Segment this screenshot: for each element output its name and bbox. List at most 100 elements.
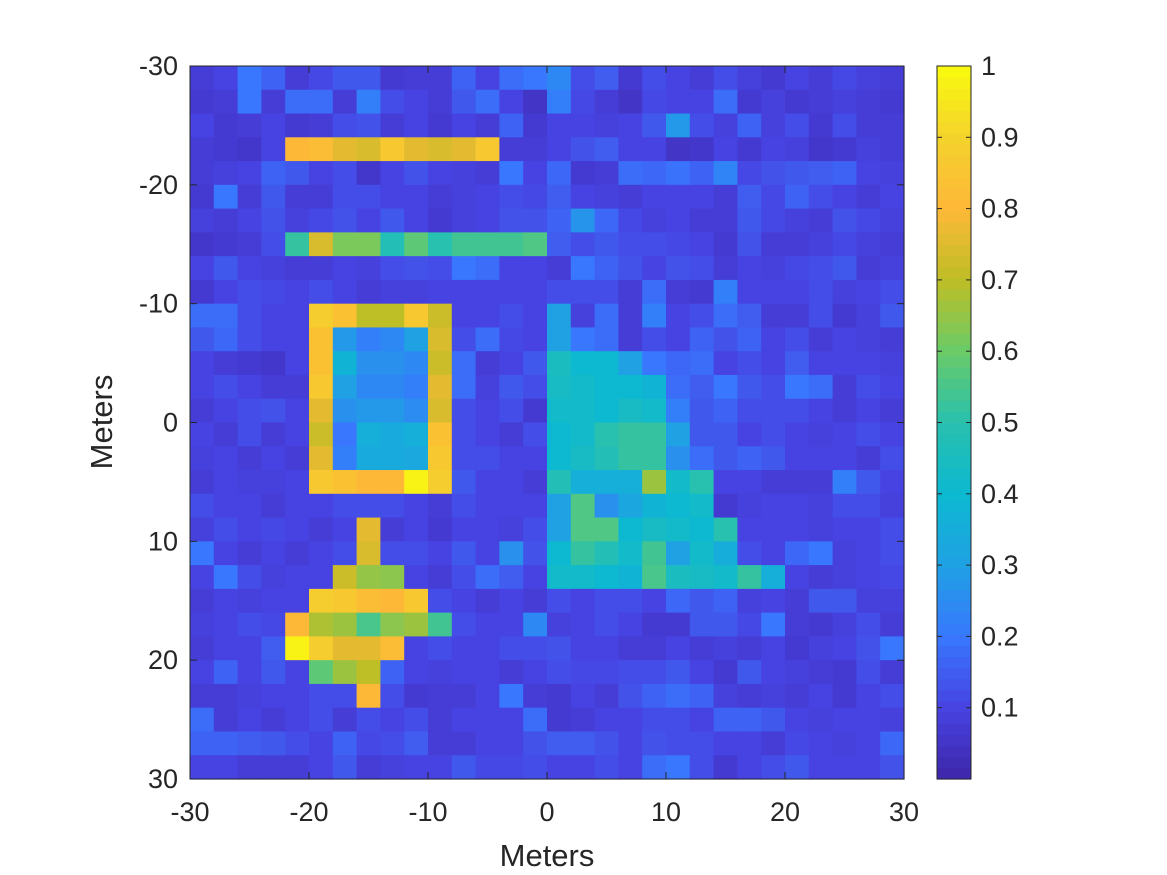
heatmap-cell-r2-c10 (428, 113, 453, 138)
heatmap-cell-r7-c17 (594, 232, 619, 257)
heatmap-cell-r9-c16 (570, 279, 596, 305)
colorbar-strip (937, 233, 971, 245)
heatmap-cell-r24-c0 (190, 636, 215, 661)
heatmap-cell-r18-c0 (190, 493, 215, 519)
colorbar-strip (937, 589, 971, 602)
heatmap-cell-r9-c2 (237, 279, 262, 305)
heatmap-cell-r19-c16 (570, 517, 596, 542)
heatmap-cell-r27-c9 (404, 707, 429, 733)
heatmap-cell-r29-c27 (832, 755, 857, 780)
heatmap-cell-r5-c11 (451, 184, 477, 210)
heatmap-cell-r14-c13 (499, 398, 524, 424)
heatmap-cell-r8-c0 (190, 256, 215, 281)
heatmap-cell-r21-c11 (451, 565, 477, 590)
heatmap-cell-r11-c22 (713, 327, 738, 352)
heatmap-cell-r24-c2 (237, 636, 262, 661)
heatmap-cell-r25-c14 (523, 660, 548, 685)
heatmap-cell-r4-c0 (190, 161, 215, 186)
heatmap-cell-r16-c19 (642, 446, 667, 471)
heatmap-cell-r27-c0 (190, 707, 215, 733)
heatmap-cell-r1-c17 (594, 89, 619, 115)
heatmap-cell-r11-c14 (523, 327, 548, 352)
heatmap-cell-r26-c12 (475, 683, 500, 709)
heatmap-cell-r22-c19 (642, 588, 667, 614)
heatmap-cell-r11-c10 (428, 327, 453, 352)
colorbar-strip (937, 210, 971, 223)
heatmap-cell-r14-c8 (380, 398, 405, 424)
heatmap-cell-r24-c22 (713, 636, 738, 661)
heatmap-cell-r5-c2 (237, 184, 262, 210)
heatmap-cell-r26-c27 (832, 683, 857, 709)
heatmap-cell-r28-c8 (380, 731, 405, 756)
heatmap-cell-r2-c9 (404, 113, 429, 138)
heatmap-cell-r24-c23 (737, 636, 762, 661)
heatmap-cell-r21-c24 (761, 565, 786, 590)
heatmap-cell-r10-c19 (642, 303, 667, 329)
heatmap-cell-r8-c23 (737, 256, 762, 281)
y-tick-label: 20 (148, 645, 178, 675)
heatmap-cell-r9-c12 (475, 279, 500, 305)
heatmap-cell-r26-c19 (642, 683, 667, 709)
heatmap-cell-r27-c25 (785, 707, 810, 733)
heatmap-cell-r12-c8 (380, 351, 405, 376)
heatmap-cell-r19-c6 (332, 517, 358, 542)
heatmap-cell-r5-c1 (213, 184, 239, 210)
heatmap-cell-r0-c23 (737, 66, 762, 91)
heatmap-cell-r19-c3 (261, 517, 286, 542)
heatmap-cell-r28-c26 (808, 731, 834, 756)
heatmap-cell-r19-c25 (785, 517, 810, 542)
colorbar-strip (937, 667, 971, 680)
heatmap-cell-r28-c6 (332, 731, 358, 756)
heatmap-cell-r5-c5 (309, 184, 334, 210)
heatmap-cell-r29-c14 (523, 755, 548, 780)
heatmap-cell-r12-c0 (190, 351, 215, 376)
heatmap-cell-r7-c19 (642, 232, 667, 257)
heatmap-cell-r11-c25 (785, 327, 810, 352)
heatmap-cell-r14-c27 (832, 398, 857, 424)
heatmap-cell-r12-c26 (808, 351, 834, 376)
heatmap-cell-r11-c5 (309, 327, 334, 352)
heatmap-cell-r0-c14 (523, 66, 548, 91)
heatmap-cell-r12-c9 (404, 351, 429, 376)
heatmap-cell-r19-c11 (451, 517, 477, 542)
heatmap-cell-r11-c23 (737, 327, 762, 352)
heatmap-cell-r5-c23 (737, 184, 762, 210)
heatmap-cell-r14-c3 (261, 398, 286, 424)
heatmap-cell-r15-c6 (332, 422, 358, 447)
heatmap-cell-r8-c3 (261, 256, 286, 281)
heatmap-cell-r26-c6 (332, 683, 358, 709)
heatmap-cell-r7-c0 (190, 232, 215, 257)
heatmap-cell-r3-c21 (689, 137, 715, 162)
heatmap-cell-r29-c6 (332, 755, 358, 780)
heatmap-cell-r12-c21 (689, 351, 715, 376)
heatmap-cell-r26-c7 (356, 683, 381, 709)
heatmap-cell-r11-c13 (499, 327, 524, 352)
y-tick-label: -20 (139, 170, 178, 200)
heatmap-cell-r15-c9 (404, 422, 429, 447)
heatmap-cell-r23-c25 (785, 612, 810, 637)
heatmap-cell-r5-c10 (428, 184, 453, 210)
heatmap-cell-r21-c5 (309, 565, 334, 590)
heatmap-cell-r6-c22 (713, 208, 738, 233)
heatmap-cell-r12-c24 (761, 351, 786, 376)
heatmap-cell-r11-c7 (356, 327, 381, 352)
heatmap-cell-r12-c7 (356, 351, 381, 376)
heatmap-cell-r16-c18 (618, 446, 643, 471)
heatmap-cell-r24-c1 (213, 636, 239, 661)
colorbar-strip (937, 422, 971, 435)
heatmap-cell-r27-c26 (808, 707, 834, 733)
heatmap-cell-r6-c13 (499, 208, 524, 233)
heatmap-cell-r8-c16 (570, 256, 596, 281)
heatmap-cell-r8-c24 (761, 256, 786, 281)
heatmap-cell-r19-c24 (761, 517, 786, 542)
heatmap-cell-r25-c5 (309, 660, 334, 685)
heatmap-cell-r26-c17 (594, 683, 619, 709)
heatmap-cell-r11-c2 (237, 327, 262, 352)
heatmap-cell-r26-c4 (285, 683, 310, 709)
heatmap-cell-r2-c1 (213, 113, 239, 138)
heatmap-cell-r6-c6 (332, 208, 358, 233)
y-axis: -30 -20 -10 0 10 20 30 (139, 51, 904, 794)
heatmap-cell-r27-c19 (642, 707, 667, 733)
heatmap-cell-r0-c3 (261, 66, 286, 91)
heatmap-cell-r13-c17 (594, 374, 619, 400)
